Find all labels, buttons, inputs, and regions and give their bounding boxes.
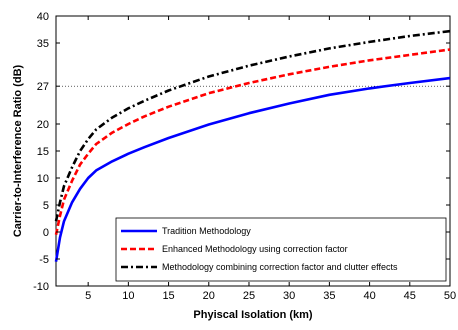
x-axis-title: Phyiscal Isolation (km)	[193, 309, 313, 321]
x-tick-label: 5	[85, 290, 91, 302]
y-tick-label: 35	[37, 38, 49, 50]
legend: Tradition Methodology Enhanced Methodolog…	[115, 217, 447, 282]
x-tick-label: 40	[363, 290, 375, 302]
y-tick-label: 20	[37, 119, 49, 131]
legend-label-1: Tradition Methodology	[162, 226, 251, 236]
series-line-1	[54, 76, 451, 262]
x-tick-label: 20	[203, 290, 215, 302]
y-tick-label: -10	[33, 281, 49, 293]
y-tick-label: 15	[37, 146, 49, 158]
legend-label-2: Enhanced Methodology using correction fa…	[162, 244, 348, 254]
legend-label-3: Methodology combining correction factor …	[162, 262, 398, 272]
y-tick-label: 40	[37, 11, 49, 23]
series-line-2	[54, 48, 451, 235]
y-tick-label: 27	[37, 81, 49, 93]
x-tick-label: 15	[162, 290, 174, 302]
x-tick-label: 30	[283, 290, 295, 302]
x-tick-label: 35	[323, 290, 335, 302]
y-tick-label: -5	[39, 254, 49, 266]
y-axis-title: Carrier-to-Interference Ratio (dB)	[12, 64, 24, 237]
y-tick-label: 10	[37, 173, 49, 185]
x-tick-label: 50	[444, 290, 456, 302]
x-tick-label: 25	[243, 290, 255, 302]
y-tick-label: 0	[43, 227, 49, 239]
y-tick-label: 5	[43, 200, 49, 212]
x-tick-label: 45	[404, 290, 416, 302]
x-tick-label: 10	[122, 290, 134, 302]
legend-box	[115, 217, 447, 282]
